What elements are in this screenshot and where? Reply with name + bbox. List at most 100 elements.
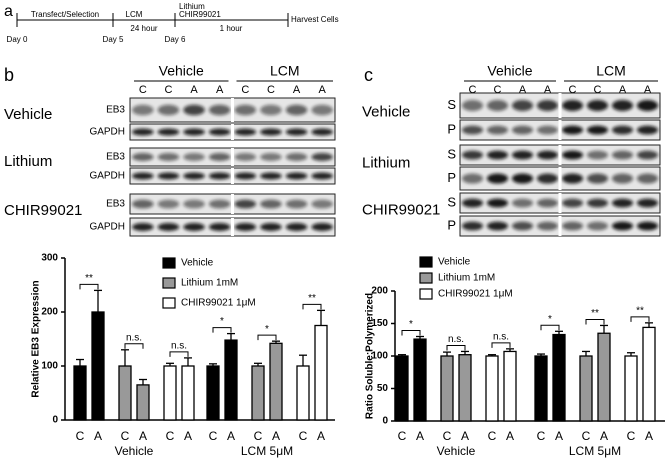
- blot-band: [234, 128, 257, 136]
- blot-band: [512, 150, 533, 160]
- band-label: GAPDH: [89, 127, 125, 138]
- significance-bracket: [169, 351, 189, 357]
- blot-band: [487, 100, 508, 111]
- blot-band: [157, 153, 180, 161]
- significance-label: **: [591, 308, 599, 319]
- lane-label: C: [594, 84, 602, 96]
- lane-label: C: [494, 84, 502, 96]
- blot-band: [132, 104, 154, 116]
- bar: [552, 333, 566, 422]
- blot-band: [183, 128, 205, 136]
- blot-band: [132, 199, 154, 209]
- x-group-label: Vehicle: [115, 444, 154, 458]
- panel-label: b: [4, 65, 14, 85]
- blot-band: [612, 100, 633, 111]
- significance-bracket: [302, 303, 322, 310]
- significance-bracket: [491, 342, 511, 348]
- blot-band: [285, 223, 308, 231]
- blot-band: [462, 100, 483, 111]
- blot-band: [612, 125, 633, 135]
- significance-label: *: [548, 314, 552, 325]
- blot-row-label: Vehicle: [4, 106, 52, 123]
- legend-label: Vehicle: [438, 257, 471, 268]
- y-tick-label: 100: [371, 351, 388, 362]
- blot-band: [234, 199, 257, 209]
- panel-label: c: [364, 65, 373, 85]
- blot-row-label: Lithium: [362, 154, 410, 171]
- x-tick-label: C: [254, 429, 263, 443]
- blot-band: [311, 128, 333, 136]
- blot-row-label: Vehicle: [362, 103, 410, 120]
- x-tick-label: C: [443, 429, 452, 443]
- blot-band: [487, 221, 508, 231]
- blot-row-label: Lithium: [4, 153, 52, 170]
- blot-band: [260, 128, 282, 136]
- bar: [395, 355, 409, 422]
- bar: [251, 365, 265, 421]
- band-label: S: [447, 146, 456, 161]
- x-tick-label: A: [317, 429, 325, 443]
- blot-band: [537, 221, 558, 231]
- x-tick-label: A: [139, 429, 147, 443]
- x-group-label: LCM 5μM: [569, 444, 621, 458]
- blot-band: [537, 125, 558, 135]
- lane-label: C: [469, 84, 477, 96]
- blot-band: [612, 221, 633, 231]
- blot-band: [512, 221, 533, 231]
- blot-band: [562, 221, 583, 231]
- band-label: P: [447, 121, 456, 136]
- timeline-duration: 24 hour: [130, 24, 157, 33]
- blot-band: [132, 153, 154, 161]
- lane-label: A: [544, 84, 552, 96]
- bar: [206, 365, 220, 421]
- blot-row-label: CHIR99021: [4, 202, 82, 219]
- bar: [440, 355, 454, 422]
- legend-swatch: [419, 256, 433, 268]
- bar: [296, 365, 310, 421]
- blot-band: [183, 153, 205, 161]
- blot-band: [311, 104, 333, 116]
- bar: [534, 355, 548, 422]
- blot-band: [234, 172, 257, 180]
- bar: [269, 342, 283, 421]
- x-tick-label: C: [627, 429, 636, 443]
- blot-band: [234, 223, 257, 231]
- x-tick-label: C: [76, 429, 85, 443]
- significance-label: n.s.: [171, 341, 187, 352]
- y-tick-label: 50: [377, 383, 389, 394]
- y-tick-label: 0: [382, 416, 388, 427]
- legend-label: Lithium 1mM: [181, 278, 238, 289]
- bar: [458, 354, 472, 422]
- blot-band: [311, 153, 333, 161]
- blot-band: [562, 198, 583, 208]
- blot-band: [183, 199, 205, 209]
- blot-band: [487, 125, 508, 135]
- condition-label: LCM: [596, 63, 626, 79]
- blot-band: [562, 173, 583, 184]
- bar: [597, 332, 611, 422]
- significance-bracket: [79, 283, 99, 290]
- blot-band: [637, 221, 658, 231]
- significance-bracket: [124, 343, 144, 349]
- x-tick-label: A: [645, 429, 653, 443]
- blot-band: [234, 104, 257, 116]
- blot-band: [612, 173, 633, 184]
- blot-row-label: CHIR99021: [362, 201, 440, 218]
- blot-band: [462, 173, 483, 184]
- timeline-step: LCM: [126, 10, 143, 19]
- blot-band: [208, 128, 231, 136]
- blot-band: [587, 125, 608, 135]
- blot-band: [587, 173, 608, 184]
- blot-band: [157, 104, 180, 116]
- blot-band: [183, 223, 205, 231]
- x-tick-label: A: [416, 429, 424, 443]
- band-label: GAPDH: [89, 171, 125, 182]
- bar: [181, 365, 195, 421]
- bar: [136, 384, 150, 421]
- x-tick-label: A: [555, 429, 563, 443]
- lane-label: C: [267, 84, 275, 96]
- x-tick-label: C: [166, 429, 175, 443]
- blot-band: [587, 150, 608, 160]
- blot-band: [132, 172, 154, 180]
